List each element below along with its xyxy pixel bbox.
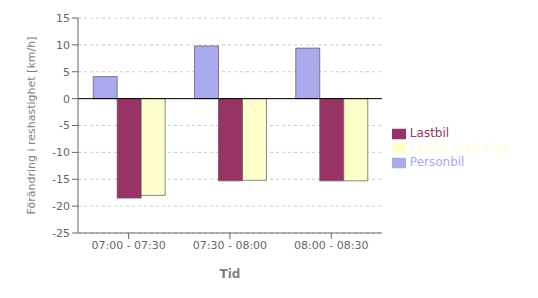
svg-text:10: 10 (56, 39, 70, 52)
svg-text:07:00 - 07:30: 07:00 - 07:30 (91, 239, 165, 252)
html-text:Lastbil: Lastbil (409, 126, 450, 141)
svg-text:07:30 - 08:00: 07:30 - 08:00 (193, 239, 267, 252)
html-text:Lastbil med släp: Lastbil med släp (409, 140, 508, 155)
svg-text:-15: -15 (52, 173, 70, 186)
svg-text:Tid: Tid (219, 267, 240, 281)
html-text:Personbil: Personbil (409, 155, 465, 170)
svg-text:Förändring i reshastighet [km/: Förändring i reshastighet [km/h] (25, 37, 38, 215)
svg-text:15: 15 (56, 12, 70, 25)
svg-text:0: 0 (63, 93, 70, 106)
svg-text:-20: -20 (52, 200, 70, 213)
svg-text:-5: -5 (59, 119, 70, 132)
svg-text:-25: -25 (52, 227, 70, 240)
svg-text:-10: -10 (52, 146, 70, 159)
svg-text:5: 5 (63, 66, 70, 79)
svg-text:08:00 - 08:30: 08:00 - 08:30 (294, 239, 368, 252)
